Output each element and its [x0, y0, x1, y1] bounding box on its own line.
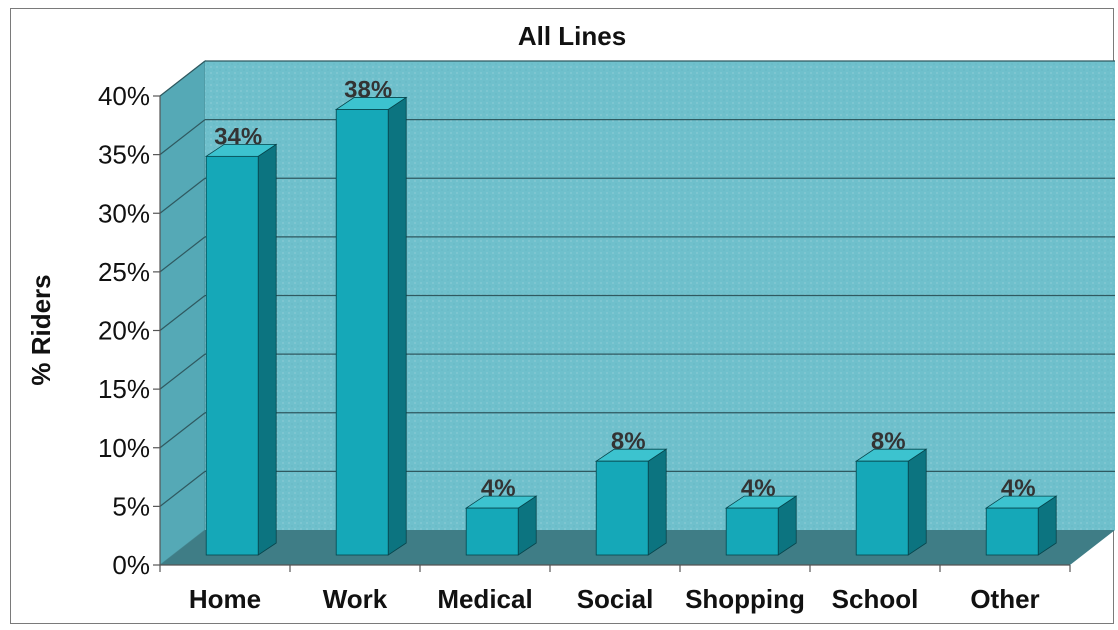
- x-tick-label: Home: [189, 584, 261, 614]
- bar-side: [387, 96, 407, 556]
- y-tick-label: 10%: [98, 433, 150, 463]
- y-tick-label: 35%: [98, 140, 150, 170]
- bar-front: [595, 460, 649, 556]
- bar-side: [907, 448, 927, 556]
- y-tick-label: 30%: [98, 198, 150, 228]
- bar-front: [855, 460, 909, 556]
- bar-front: [335, 109, 389, 556]
- bar-side: [647, 448, 667, 556]
- y-tick-label: 15%: [98, 374, 150, 404]
- bar: 4%: [464, 475, 538, 556]
- gridline-side: [159, 412, 206, 449]
- bar-front: [465, 507, 519, 556]
- y-tick-label: 5%: [112, 491, 150, 521]
- bar: 38%: [334, 76, 408, 556]
- gridline-side: [159, 295, 206, 331]
- gridline-side: [159, 119, 206, 156]
- gridline-side: [159, 60, 206, 97]
- x-tick-label: Other: [970, 584, 1039, 614]
- x-axis-ticks: Home Work Medical Social Shopping School Other: [159, 565, 1071, 614]
- x-tick-label: School: [832, 584, 919, 614]
- bar-front: [725, 507, 779, 556]
- bar-side: [257, 143, 277, 556]
- y-tick-label: 25%: [98, 257, 150, 287]
- y-axis-title: % Riders: [26, 274, 56, 385]
- y-tick-label: 40%: [98, 81, 150, 111]
- bar: 8%: [854, 428, 928, 556]
- y-tick-label: 0%: [112, 550, 150, 580]
- bar-value-label: 8%: [871, 428, 906, 455]
- bar-value-label: 8%: [611, 428, 646, 455]
- bar-value-label: 38%: [344, 76, 392, 103]
- y-tick-label: 20%: [98, 316, 150, 346]
- gridline-side: [159, 353, 206, 390]
- bars: 34% 38% 4% 8% 4% 8% 4%: [204, 76, 1058, 556]
- x-tick-label: Social: [577, 584, 654, 614]
- gridline-side: [159, 177, 206, 214]
- bar-front: [985, 507, 1039, 556]
- bar: 34%: [204, 123, 278, 556]
- bar-value-label: 4%: [1001, 475, 1036, 502]
- bar-front: [205, 155, 259, 556]
- x-tick-label: Medical: [437, 584, 532, 614]
- bar: 8%: [594, 428, 668, 556]
- x-tick-label: Work: [323, 584, 388, 614]
- gridline-side: [159, 470, 206, 507]
- bar: 4%: [984, 475, 1058, 556]
- y-axis-ticks: 0% 5% 10% 15% 20% 25% 30% 35% 40%: [98, 81, 160, 580]
- bar: 4%: [724, 475, 798, 556]
- bar-value-label: 4%: [481, 475, 516, 502]
- bar-value-label: 34%: [214, 123, 262, 150]
- bar-value-label: 4%: [741, 475, 776, 502]
- chart-title: All Lines: [518, 21, 626, 51]
- gridline-side: [159, 236, 206, 273]
- x-tick-label: Shopping: [685, 584, 805, 614]
